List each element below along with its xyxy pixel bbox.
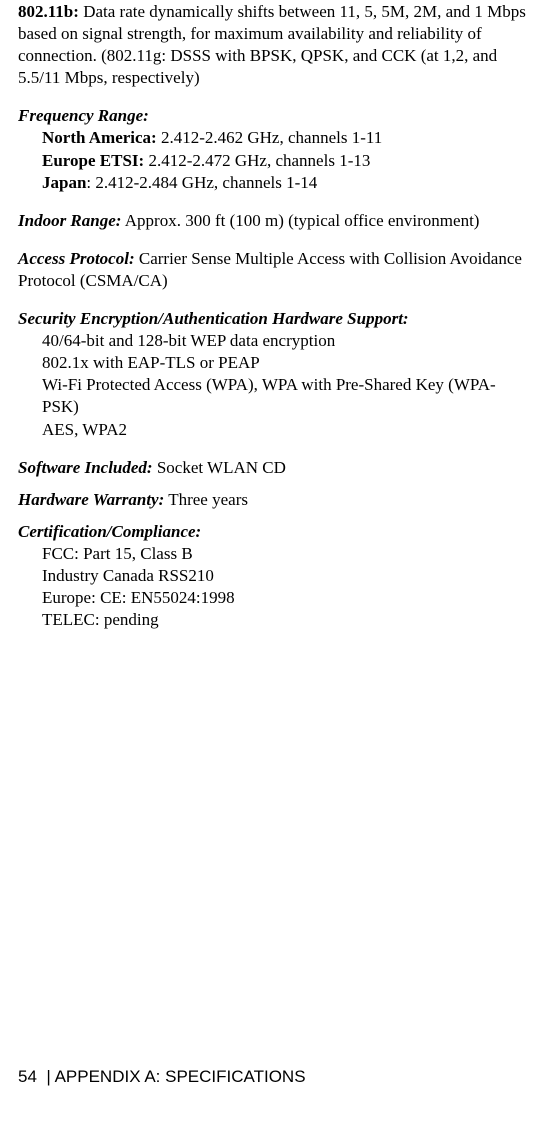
security-label: Security Encryption/Authentication Hardw… xyxy=(18,308,528,330)
freq-item: Europe ETSI: 2.412-2.472 GHz, channels 1… xyxy=(42,150,528,172)
indoor-range-section: Indoor Range: Approx. 300 ft (100 m) (ty… xyxy=(18,210,528,232)
page-footer: 54 | APPENDIX A: SPECIFICATIONS xyxy=(18,1066,306,1088)
warranty-section: Hardware Warranty: Three years xyxy=(18,489,528,511)
cert-item: Industry Canada RSS210 xyxy=(42,565,528,587)
page-number: 54 xyxy=(18,1067,37,1086)
certification-label: Certification/Compliance: xyxy=(18,521,528,543)
freq-item-label: Japan xyxy=(42,173,86,192)
access-protocol-section: Access Protocol: Carrier Sense Multiple … xyxy=(18,248,528,292)
freq-item: Japan: 2.412-2.484 GHz, channels 1-14 xyxy=(42,172,528,194)
security-item: 802.1x with EAP-TLS or PEAP xyxy=(42,352,528,374)
data-rate-text: Data rate dynamically shifts between 11,… xyxy=(18,2,526,87)
freq-item: North America: 2.412-2.462 GHz, channels… xyxy=(42,127,528,149)
security-item: Wi-Fi Protected Access (WPA), WPA with P… xyxy=(42,374,528,418)
cert-item: TELEC: pending xyxy=(42,609,528,631)
cert-item: Europe: CE: EN55024:1998 xyxy=(42,587,528,609)
security-item: 40/64-bit and 128-bit WEP data encryptio… xyxy=(42,330,528,352)
software-label: Software Included: xyxy=(18,458,153,477)
data-rate-label: 802.11b: xyxy=(18,2,79,21)
warranty-label: Hardware Warranty: xyxy=(18,490,164,509)
cert-item: FCC: Part 15, Class B xyxy=(42,543,528,565)
freq-item-label: Europe ETSI: xyxy=(42,151,144,170)
certification-section: Certification/Compliance: FCC: Part 15, … xyxy=(18,521,528,631)
indoor-range-text: Approx. 300 ft (100 m) (typical office e… xyxy=(125,211,480,230)
freq-item-text: 2.412-2.462 GHz, channels 1-11 xyxy=(161,128,382,147)
certification-items: FCC: Part 15, Class B Industry Canada RS… xyxy=(18,543,528,631)
data-rate-section: 802.11b: Data rate dynamically shifts be… xyxy=(18,1,528,89)
indoor-range-label: Indoor Range: xyxy=(18,211,121,230)
freq-item-text: : 2.412-2.484 GHz, channels 1-14 xyxy=(86,173,317,192)
security-items: 40/64-bit and 128-bit WEP data encryptio… xyxy=(18,330,528,440)
access-protocol-label: Access Protocol: xyxy=(18,249,135,268)
software-section: Software Included: Socket WLAN CD xyxy=(18,457,528,479)
warranty-text: Three years xyxy=(168,490,248,509)
freq-item-label: North America: xyxy=(42,128,157,147)
security-section: Security Encryption/Authentication Hardw… xyxy=(18,308,528,441)
frequency-range-label: Frequency Range: xyxy=(18,105,528,127)
frequency-range-section: Frequency Range: North America: 2.412-2.… xyxy=(18,105,528,193)
footer-title: | APPENDIX A: SPECIFICATIONS xyxy=(46,1067,305,1086)
frequency-range-items: North America: 2.412-2.462 GHz, channels… xyxy=(18,127,528,193)
security-item: AES, WPA2 xyxy=(42,419,528,441)
freq-item-text: 2.412-2.472 GHz, channels 1-13 xyxy=(148,151,370,170)
software-text: Socket WLAN CD xyxy=(157,458,286,477)
